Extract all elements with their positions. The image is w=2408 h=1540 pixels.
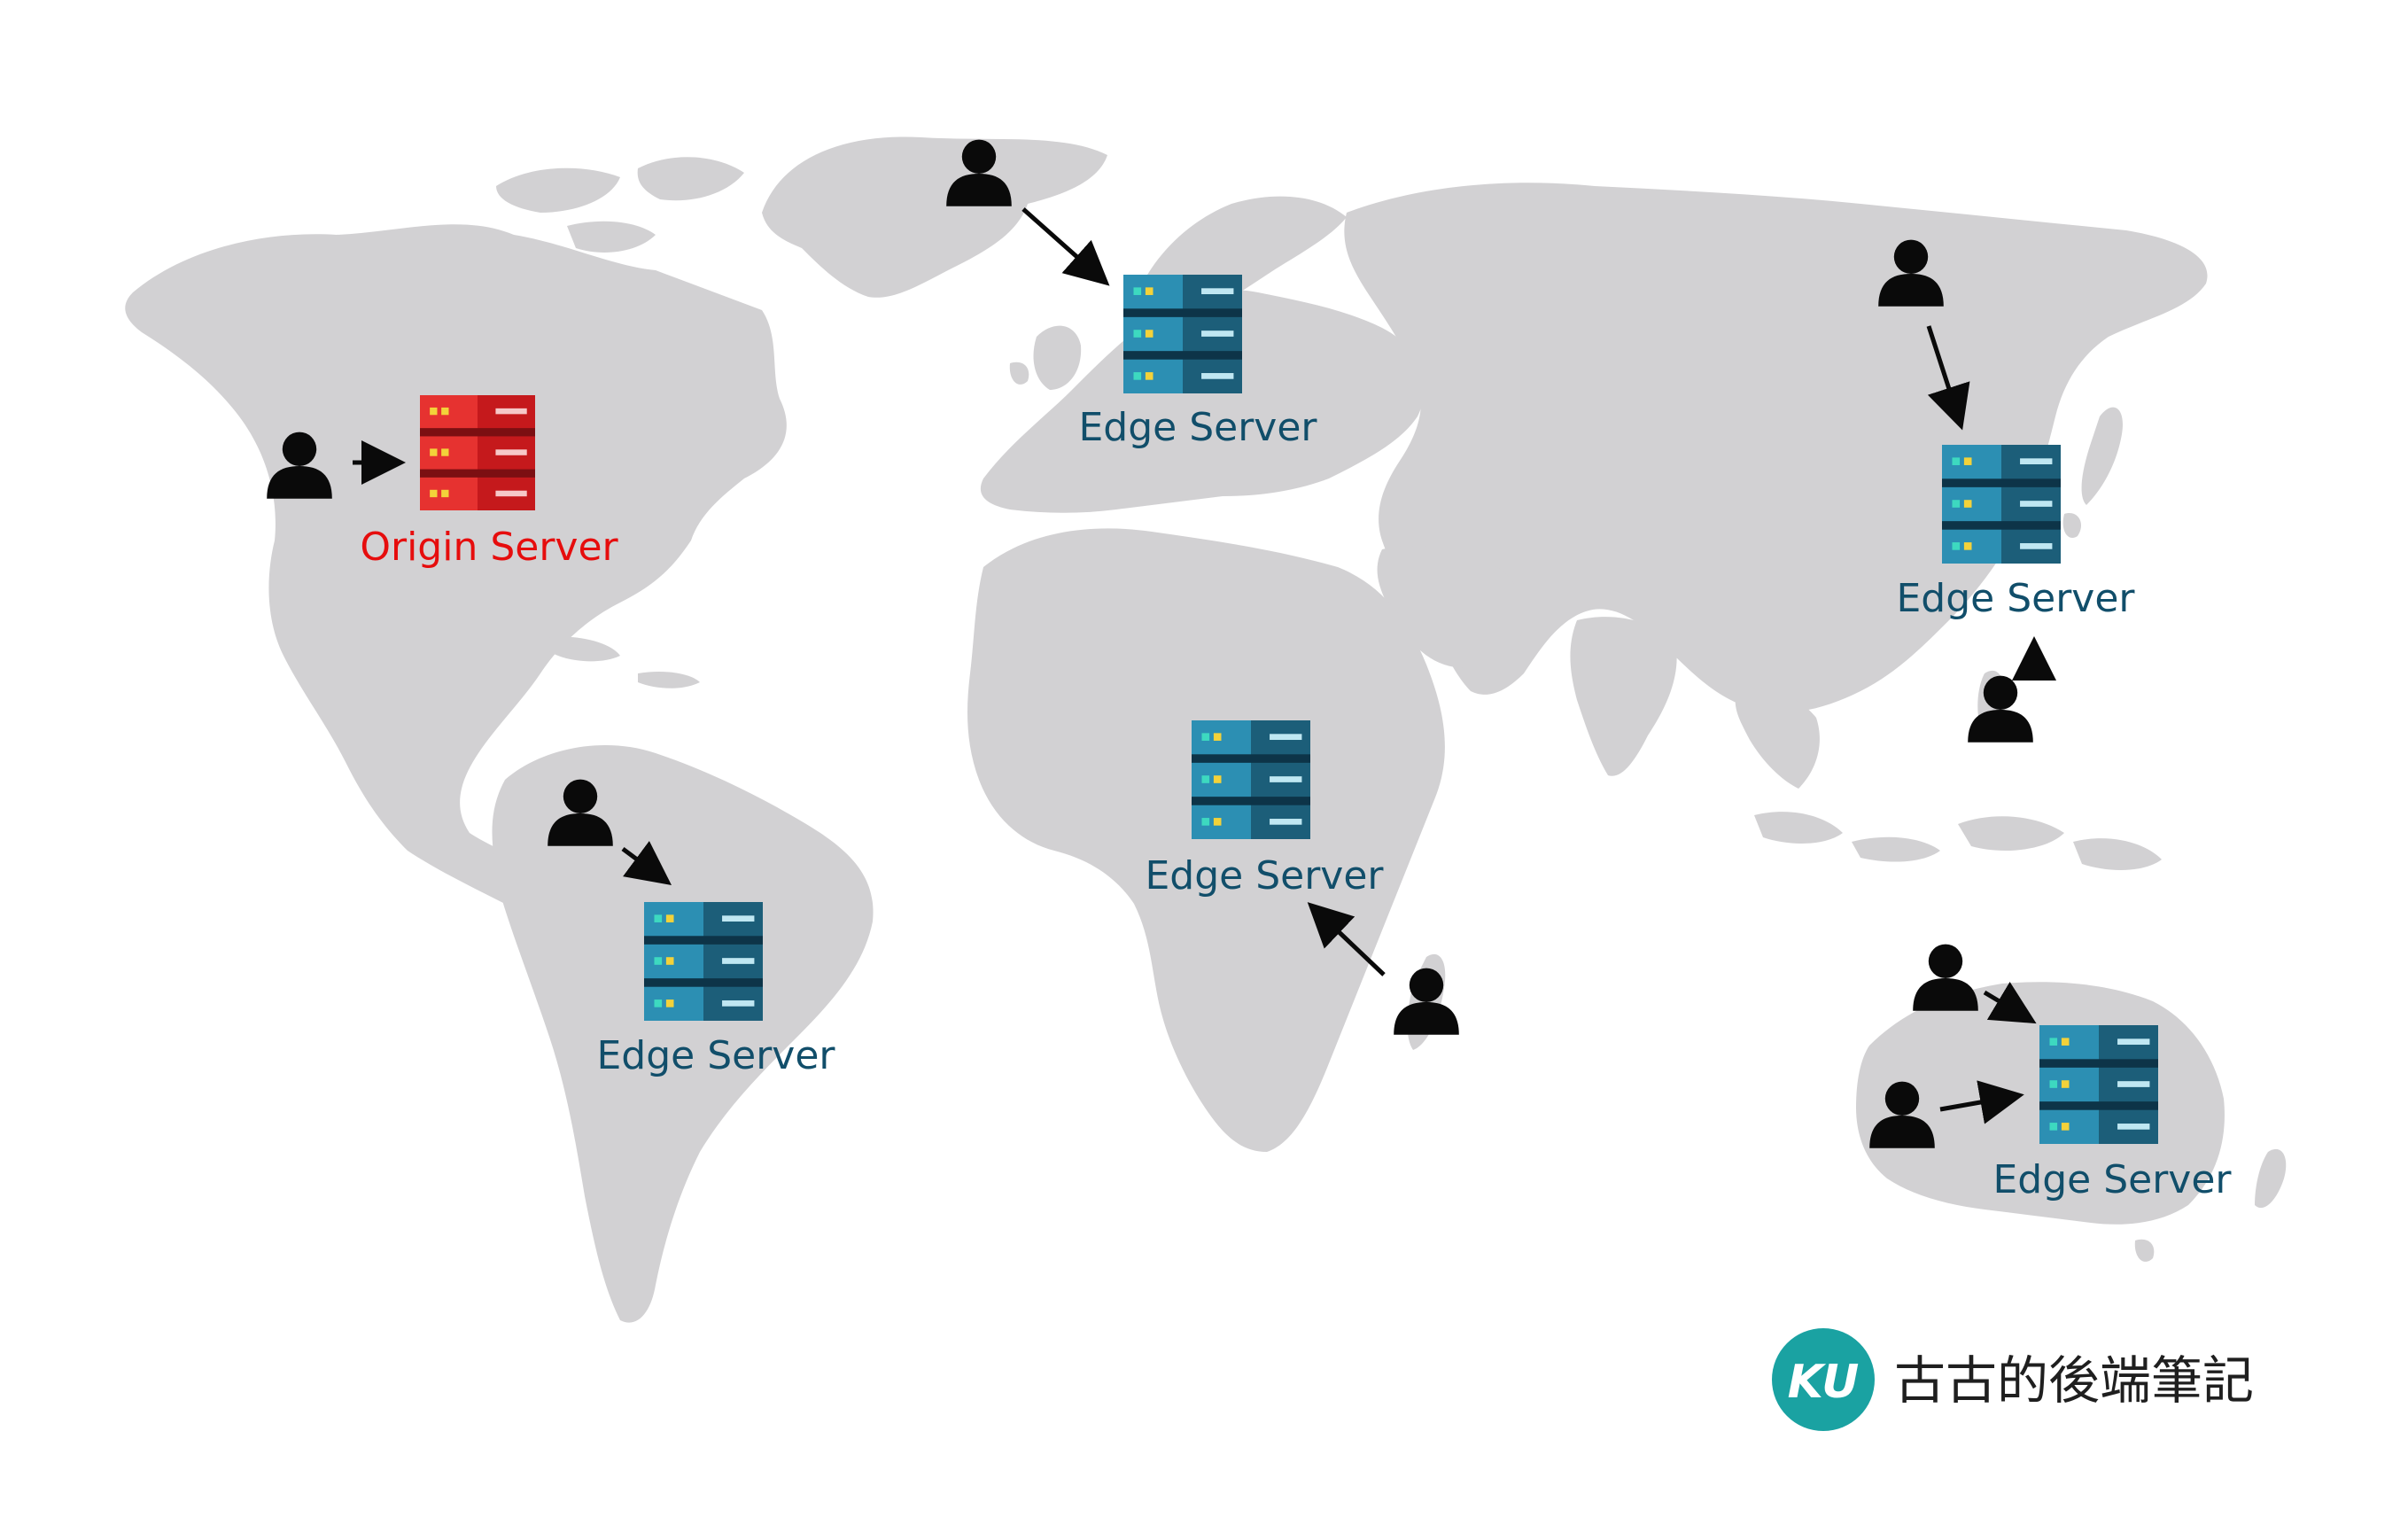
brand-circle (1772, 1328, 1875, 1431)
arrow-au-user1-to-edge (1983, 981, 2037, 1024)
world-map (125, 136, 2287, 1323)
caribbean (549, 636, 700, 688)
asia (1344, 183, 2208, 712)
india (1570, 617, 1677, 776)
edge-server-label-europe: Edge Server (1078, 405, 1317, 450)
edge-server-australia-icon (2039, 1025, 2158, 1144)
origin-server-label: Origin Server (360, 525, 618, 570)
arrow-europe-user-to-edge (1021, 207, 1110, 286)
connections (353, 207, 2056, 1124)
edge-server-label-africa: Edge Server (1145, 853, 1384, 898)
arrow-sa-user-to-edge (621, 841, 672, 885)
japan (2062, 407, 2123, 539)
edge-server-label-east-asia: Edge Server (1896, 576, 2135, 621)
indonesia (1754, 812, 2162, 870)
arabia (1377, 546, 1525, 668)
user-icon (1968, 675, 2033, 743)
africa (967, 528, 1445, 1152)
europe (980, 290, 1425, 513)
arctic-islands (496, 157, 744, 253)
brand-mark: KU (1788, 1356, 1860, 1409)
british-isles (1009, 325, 1082, 390)
southeast-asia (1735, 688, 1820, 789)
new-zealand (2255, 1148, 2287, 1209)
edge-server-label-australia: Edge Server (1992, 1157, 2232, 1202)
greenland (762, 136, 1107, 298)
edge-server-label-south-america: Edge Server (596, 1033, 835, 1078)
origin-server-icon (420, 395, 535, 510)
labels: Origin Server Edge Server Edge Server Ed… (360, 405, 2232, 1202)
user-icon (1913, 944, 1978, 1011)
arrow-africa-user-to-edge (1307, 902, 1386, 976)
edge-server-europe-icon (1123, 275, 1242, 393)
brand-name: 古古的後端筆記 (1894, 1350, 2254, 1411)
south-america (492, 745, 874, 1323)
arrow-au-user2-to-edge (1939, 1080, 2024, 1124)
arrow-asia-user-to-edge (1926, 325, 1970, 431)
north-america (125, 224, 787, 914)
edge-server-south-america-icon (644, 902, 763, 1021)
user-icon (1394, 968, 1459, 1035)
edge-server-africa-icon (1192, 720, 1310, 839)
tasmania (2134, 1239, 2155, 1262)
brand-logo: KU 古古的後端筆記 (1772, 1328, 2254, 1431)
edge-server-east-asia-icon (1942, 445, 2061, 564)
